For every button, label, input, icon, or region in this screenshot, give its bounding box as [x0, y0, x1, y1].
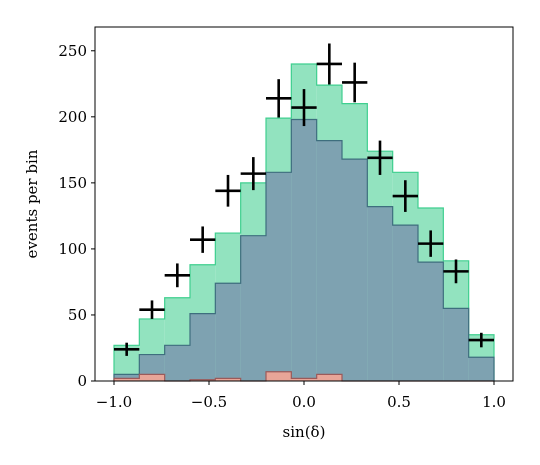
x-tick-label: 0.5: [387, 393, 411, 411]
hist-bar: [215, 283, 241, 381]
hist-bar: [114, 378, 140, 381]
hist-bar: [418, 262, 444, 381]
x-tick-label: 0.0: [292, 393, 316, 411]
hist-bar: [190, 379, 216, 381]
ticks-layer: −1.0 −0.5 0.0 0.5 1.0 0 50 100 150 200 250: [58, 42, 506, 411]
y-tick-label: 50: [68, 306, 87, 324]
histogram-layer: [113, 63, 495, 382]
hist-bar: [266, 371, 292, 381]
y-tick-label: 100: [58, 240, 87, 258]
y-tick-label: 150: [58, 174, 87, 192]
hist-bar: [316, 140, 342, 381]
hist-bar: [215, 378, 241, 381]
x-axis-label: sin(δ): [283, 423, 326, 441]
y-tick-label: 250: [58, 42, 87, 60]
hist-bar: [443, 308, 469, 381]
x-tick-label: −1.0: [96, 393, 132, 411]
hist-bar: [240, 235, 266, 381]
hist-bar: [291, 378, 317, 381]
x-tick-label: −0.5: [191, 393, 227, 411]
hist-bar: [291, 119, 317, 382]
hist-bar: [316, 374, 342, 381]
hist-bar: [342, 159, 368, 381]
hist-step-outline: [113, 63, 495, 381]
y-tick-label: 0: [77, 372, 87, 390]
y-tick-label: 200: [58, 108, 87, 126]
hist-bar: [190, 313, 216, 381]
hist-bar: [164, 345, 190, 381]
hist-bar: [468, 357, 494, 381]
hist-bar: [114, 374, 140, 381]
hist-bar: [139, 374, 165, 381]
y-axis-label: events per bin: [23, 149, 41, 258]
x-tick-label: 1.0: [482, 393, 506, 411]
hist-bar: [367, 206, 393, 381]
data-points-layer: [114, 43, 494, 356]
hist-bar: [266, 172, 292, 381]
hist-bar: [392, 225, 418, 381]
